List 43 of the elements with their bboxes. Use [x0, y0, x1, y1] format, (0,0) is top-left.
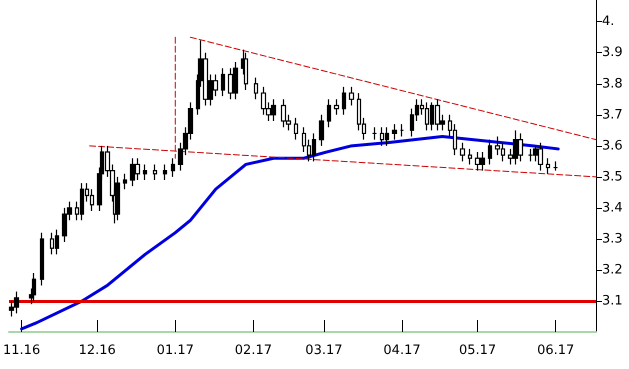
- candlestick: [244, 52, 248, 91]
- y-tick-label: 3.1: [602, 293, 623, 308]
- x-tick-label: 05.17: [458, 343, 496, 358]
- candlestick: [162, 164, 168, 181]
- x-tick-label: 12.16: [78, 343, 116, 358]
- x-tick-label: 02.17: [234, 343, 272, 358]
- candlestick: [372, 126, 378, 140]
- candlestick: [342, 86, 346, 116]
- candlestick: [546, 158, 550, 174]
- candlestick: [294, 117, 298, 140]
- y-tick-label: 3.7: [602, 107, 623, 122]
- x-tick-label: 03.17: [305, 343, 343, 358]
- x-tick-label: 01.17: [156, 343, 194, 358]
- candlestick: [220, 68, 226, 97]
- candlestick: [552, 160, 558, 172]
- x-tick-label: 04.17: [383, 343, 421, 358]
- candlestick: [122, 173, 128, 190]
- candlestick: [334, 98, 340, 116]
- candlestick: [488, 139, 492, 166]
- candlestick: [400, 124, 404, 138]
- candlestick: [468, 148, 472, 166]
- y-tick-label: 3.4: [602, 200, 623, 216]
- candlestick: [318, 114, 324, 146]
- y-tick-label: 3.9: [602, 45, 623, 60]
- x-tick-label: 06.17: [537, 343, 574, 358]
- y-tick-label: 4.: [602, 14, 614, 30]
- candlestick: [152, 164, 158, 181]
- candlestick: [170, 158, 176, 178]
- x-tick-label: 11.16: [3, 343, 40, 358]
- candlestick: [392, 124, 398, 140]
- candlestick: [348, 86, 354, 106]
- candlestick: [326, 98, 332, 128]
- y-tick-label: 3.3: [602, 231, 623, 246]
- candlestick: [254, 76, 258, 100]
- line-series: [20, 135, 560, 330]
- candlestick: [142, 164, 148, 181]
- y-tick-label: 3.8: [602, 76, 623, 92]
- candlestick: [32, 272, 36, 302]
- candlestick: [40, 232, 44, 286]
- y-tick-label: 3.2: [602, 262, 623, 278]
- candlestick: [460, 142, 466, 162]
- y-tick-label: 3.5: [602, 169, 623, 184]
- y-tick-label: 3.6: [602, 138, 623, 154]
